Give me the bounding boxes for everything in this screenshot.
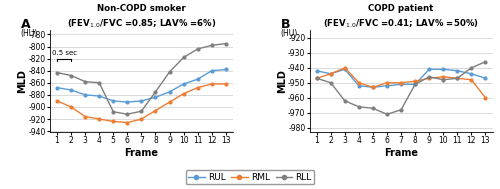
Text: (HU): (HU) (280, 29, 297, 38)
Text: A: A (20, 18, 30, 31)
Title: COPD patient
(FEV$_{1.0}$/FVC =0.41; LAV% =50%): COPD patient (FEV$_{1.0}$/FVC =0.41; LAV… (323, 5, 479, 29)
X-axis label: Frame: Frame (384, 148, 418, 158)
Text: 0.5 sec: 0.5 sec (52, 50, 76, 56)
Y-axis label: MLD: MLD (276, 69, 286, 93)
Legend: RUL, RML, RLL: RUL, RML, RLL (186, 170, 314, 184)
Text: B: B (280, 18, 290, 31)
Text: (HU): (HU) (20, 29, 38, 38)
Y-axis label: MLD: MLD (17, 69, 27, 93)
Title: Non-COPD smoker
(FEV$_{1.0}$/FVC =0.85; LAV% =6%): Non-COPD smoker (FEV$_{1.0}$/FVC =0.85; … (66, 5, 216, 29)
X-axis label: Frame: Frame (124, 148, 158, 158)
